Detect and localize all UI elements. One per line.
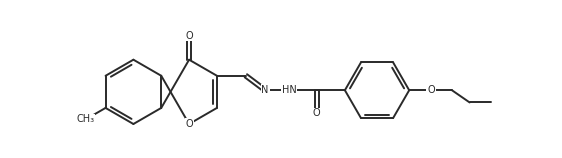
Text: O: O [313, 108, 320, 118]
Text: HN: HN [282, 85, 297, 95]
Text: O: O [185, 119, 193, 129]
Text: O: O [427, 85, 435, 95]
Text: CH₃: CH₃ [76, 115, 94, 125]
Text: O: O [185, 31, 193, 41]
Text: N: N [261, 85, 269, 95]
